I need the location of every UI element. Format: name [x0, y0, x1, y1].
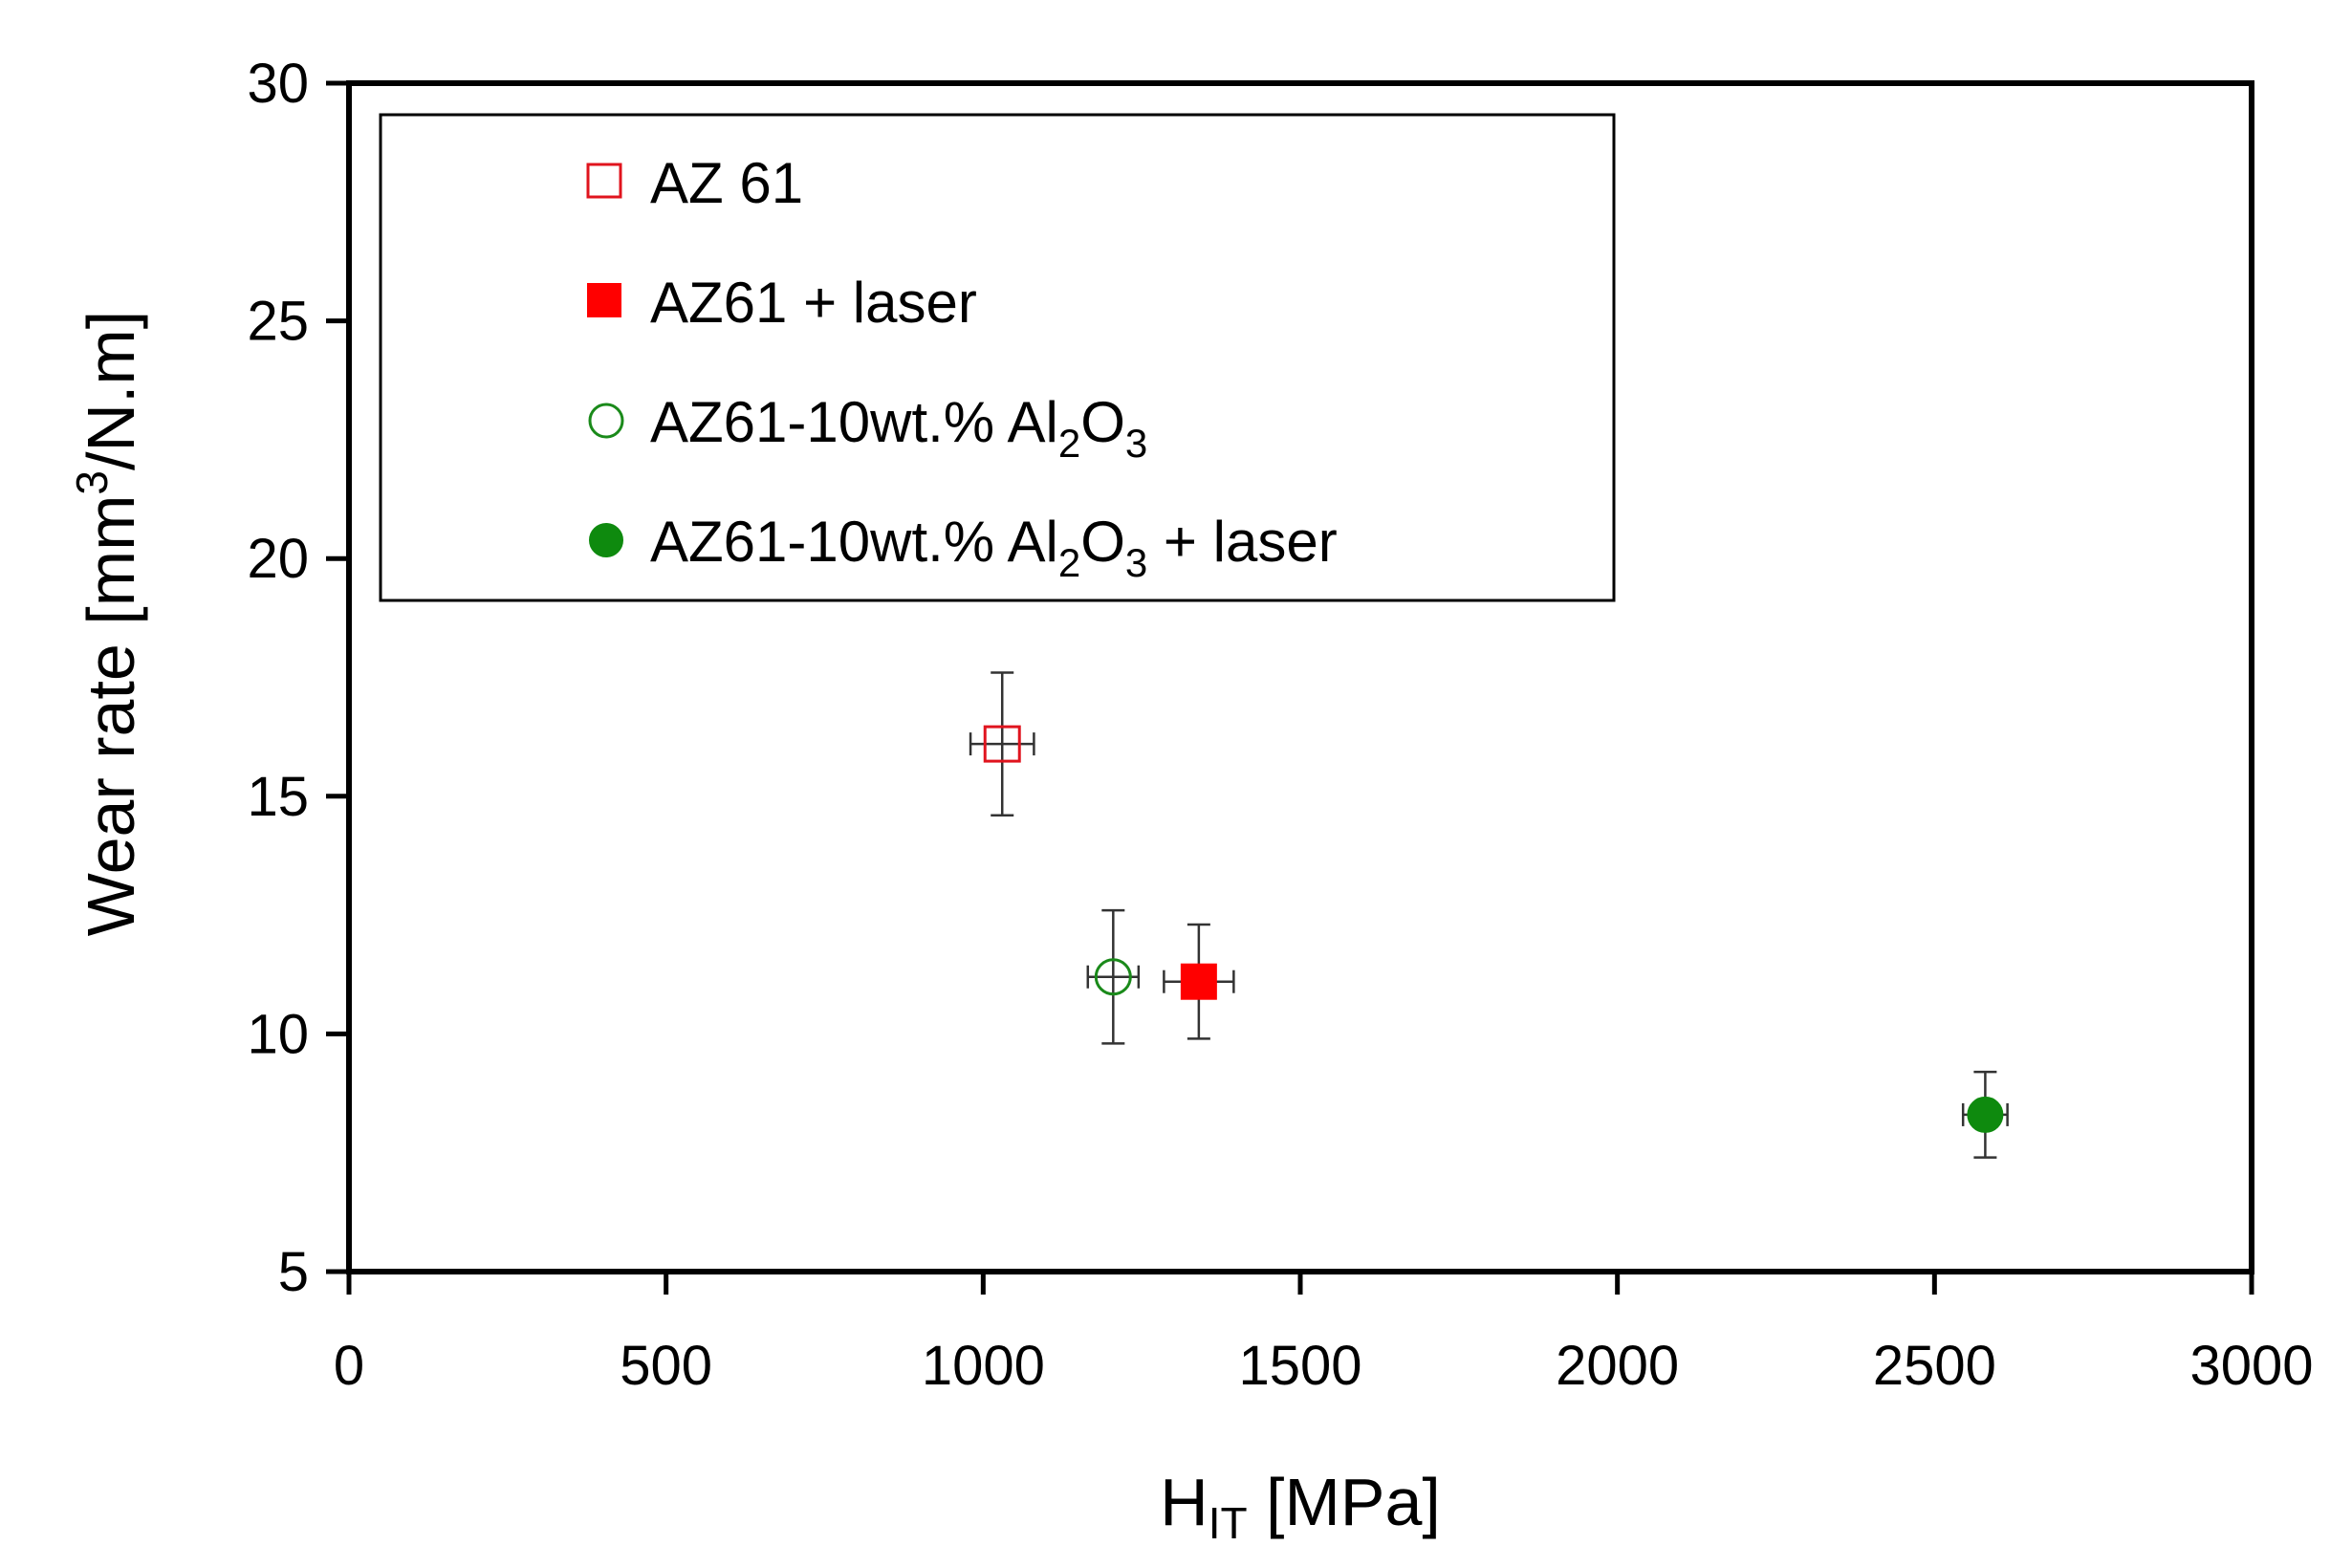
legend-label-az61-al2o3-o: O — [1080, 390, 1125, 454]
data-point-group — [1961, 1070, 2009, 1159]
y-tick-label: 25 — [247, 291, 309, 353]
legend-marker-az61-laser — [587, 283, 621, 317]
x-axis-title-tail: [MPa] — [1248, 1465, 1441, 1539]
y-tick-label: 20 — [247, 528, 309, 590]
x-axis-title: HIT [MPa] — [1160, 1465, 1441, 1548]
data-point-group — [1086, 908, 1141, 1045]
legend-label-az61-al2o3-laser: AZ61-10wt.% Al2O3 + laser — [650, 510, 1338, 585]
x-tick-label: 0 — [334, 1335, 364, 1397]
y-axis-title-main: Wear rate [mm — [74, 495, 148, 937]
x-tick-label: 1500 — [1238, 1335, 1361, 1397]
y-axis-title-sup: 3 — [67, 470, 117, 495]
legend-label-az61: AZ 61 — [650, 151, 803, 215]
x-tick-label: 1000 — [922, 1335, 1045, 1397]
legend-label-az61-laser: AZ61 + laser — [650, 271, 977, 335]
legend-label-az61-al2o3-sub2: 2 — [1058, 421, 1080, 466]
legend: AZ 61 AZ61 + laser AZ61-10wt.% Al2O3 AZ6… — [379, 113, 1616, 602]
x-tick-label: 500 — [620, 1335, 712, 1397]
legend-marker-az61-al2o3 — [588, 403, 624, 439]
legend-label-az61-al2o3-laser-sub2: 2 — [1058, 540, 1080, 585]
legend-label-az61-al2o3-a: AZ61-10wt.% Al — [650, 390, 1058, 454]
legend-box — [379, 113, 1616, 602]
legend-label-az61-al2o3-laser-o: O — [1080, 510, 1125, 574]
y-tick-label: 30 — [247, 53, 309, 115]
legend-label-az61-al2o3: AZ61-10wt.% Al2O3 — [650, 390, 1147, 466]
y-axis-title-tail: /N.m] — [74, 311, 148, 470]
data-point — [983, 725, 1021, 763]
data-marks — [969, 671, 2009, 1159]
axis-ticks: 0 500 1000 1500 2000 2500 3000 5 10 15 20 25 30 — [247, 53, 2313, 1397]
legend-label-az61-al2o3-laser-a: AZ61-10wt.% Al — [650, 510, 1058, 574]
x-axis-title-main: H — [1160, 1465, 1209, 1539]
data-point — [1180, 963, 1217, 1000]
legend-marker-az61 — [586, 163, 622, 199]
legend-label-az61-al2o3-laser-sub3: 3 — [1125, 540, 1147, 585]
x-tick-label: 3000 — [2189, 1335, 2313, 1397]
legend-label-az61-al2o3-sub3: 3 — [1125, 421, 1147, 466]
x-tick-label: 2000 — [1556, 1335, 1679, 1397]
data-point — [1967, 1096, 2004, 1133]
data-point-group — [1163, 923, 1235, 1040]
y-axis-title: Wear rate [mm3/N.m] — [67, 311, 148, 936]
y-tick-label: 15 — [247, 766, 309, 828]
legend-label-az61-al2o3-laser-tail: + laser — [1147, 510, 1337, 574]
y-tick-label: 10 — [247, 1003, 309, 1065]
x-axis-title-sub: IT — [1209, 1498, 1248, 1548]
y-tick-label: 5 — [278, 1241, 309, 1303]
data-point — [1094, 958, 1132, 996]
x-tick-label: 2500 — [1873, 1335, 1996, 1397]
legend-marker-az61-al2o3-laser — [589, 523, 623, 557]
data-point-group — [969, 671, 1035, 817]
